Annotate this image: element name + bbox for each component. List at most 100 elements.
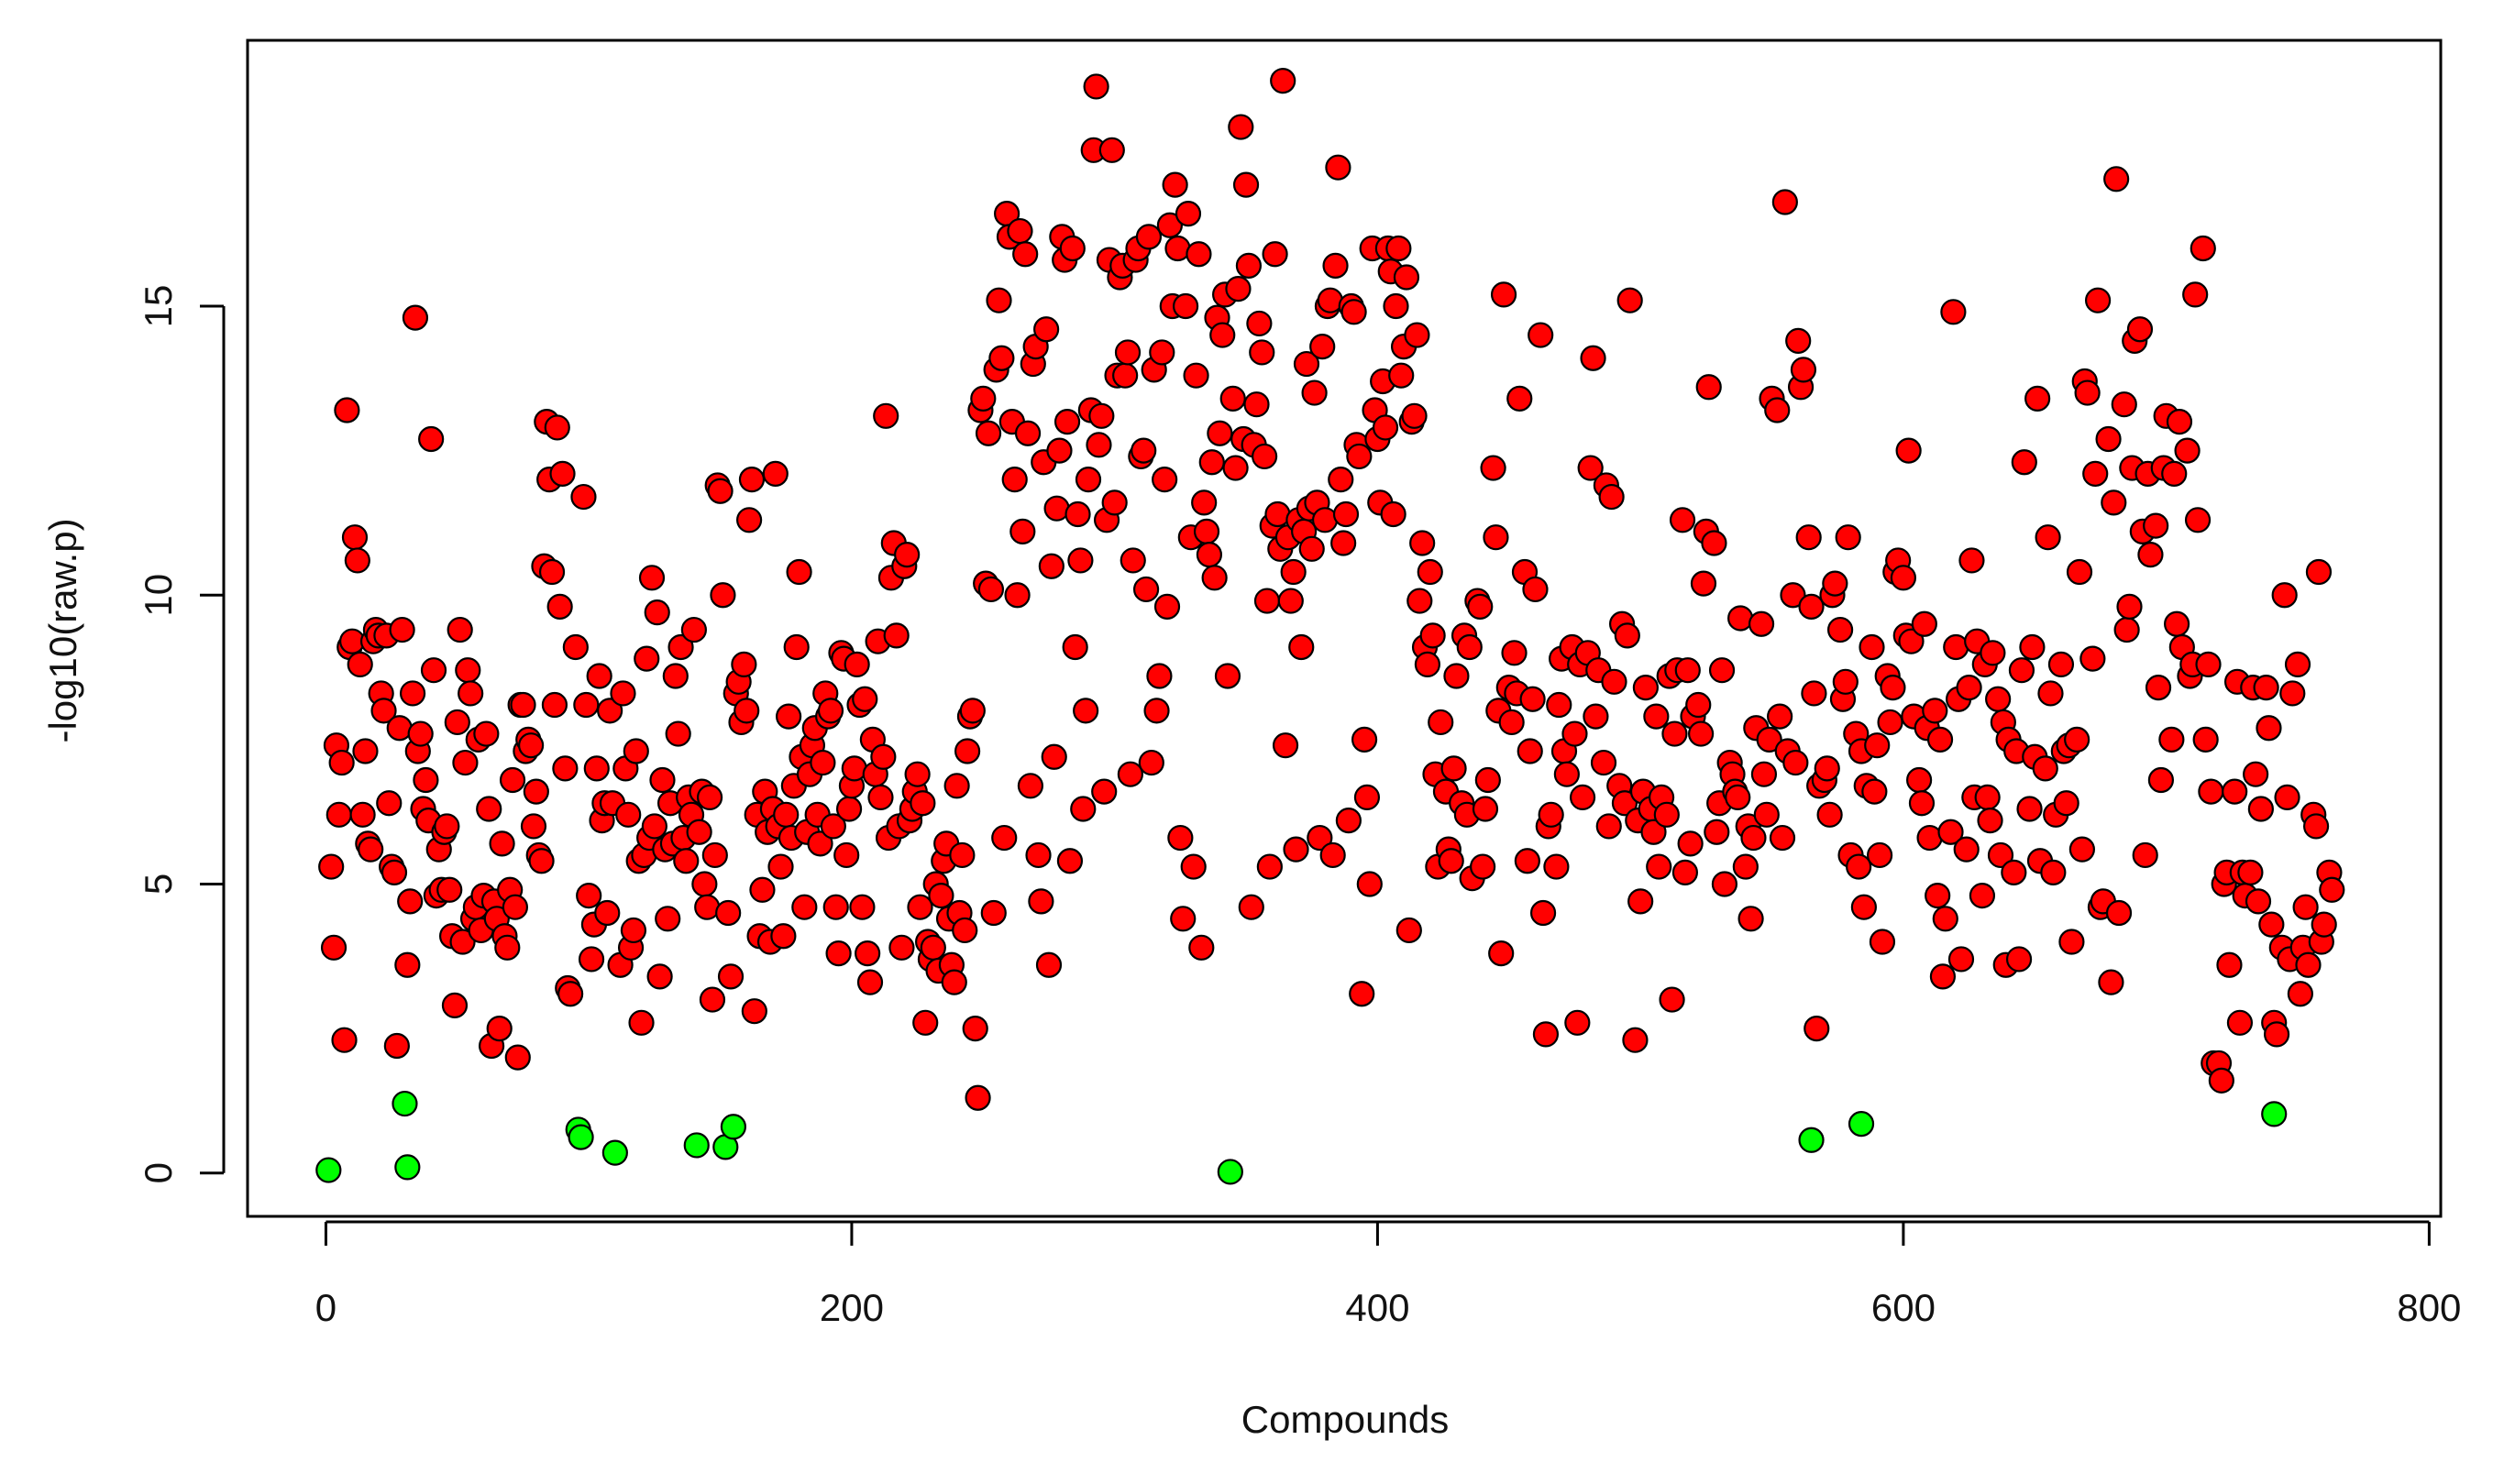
data-point bbox=[2035, 524, 2061, 551]
data-point bbox=[2084, 287, 2112, 313]
data-point bbox=[1028, 888, 1054, 915]
data-point bbox=[1472, 796, 1499, 822]
data-point bbox=[833, 841, 860, 869]
data-point bbox=[1790, 357, 1817, 383]
data-point bbox=[2101, 489, 2127, 516]
data-point bbox=[1814, 755, 1840, 782]
data-point bbox=[1798, 1127, 1825, 1153]
data-point bbox=[1627, 888, 1654, 915]
data-point bbox=[352, 738, 379, 764]
data-point bbox=[649, 766, 676, 794]
data-point bbox=[452, 749, 479, 776]
data-point bbox=[1198, 449, 1225, 476]
data-point bbox=[1143, 698, 1170, 724]
data-point bbox=[620, 917, 647, 944]
data-point bbox=[1846, 853, 1872, 880]
data-point bbox=[1598, 483, 1625, 511]
data-point bbox=[1406, 588, 1433, 614]
data-point bbox=[855, 940, 881, 967]
data-point bbox=[2001, 859, 2027, 885]
data-point bbox=[2174, 437, 2201, 464]
data-point bbox=[1953, 836, 1980, 863]
data-point bbox=[1669, 507, 1696, 533]
x-tick-label: 600 bbox=[1871, 1286, 1936, 1329]
data-point bbox=[1822, 570, 1848, 597]
data-point bbox=[1372, 414, 1399, 441]
data-point bbox=[1007, 217, 1033, 245]
data-point bbox=[458, 680, 484, 707]
data-point bbox=[1225, 276, 1252, 302]
data-point bbox=[1748, 610, 1775, 637]
data-point bbox=[1062, 633, 1088, 661]
data-point bbox=[786, 558, 812, 586]
data-point bbox=[1131, 437, 1157, 464]
data-point bbox=[856, 969, 884, 995]
data-point bbox=[444, 709, 470, 736]
data-point bbox=[1632, 675, 1659, 701]
data-point bbox=[376, 790, 403, 817]
data-point bbox=[1001, 467, 1028, 493]
data-point bbox=[731, 651, 757, 678]
data-point bbox=[413, 766, 439, 794]
data-point bbox=[912, 1009, 939, 1036]
data-point bbox=[2302, 813, 2330, 840]
data-point bbox=[1283, 836, 1309, 863]
data-point bbox=[1264, 500, 1291, 528]
data-point bbox=[894, 542, 921, 568]
data-point bbox=[601, 1139, 628, 1166]
data-point bbox=[315, 1157, 342, 1183]
data-point bbox=[1393, 264, 1420, 291]
data-point bbox=[1149, 339, 1175, 366]
data-point bbox=[1340, 299, 1367, 325]
data-point bbox=[2295, 951, 2322, 978]
data-point bbox=[528, 848, 555, 874]
data-point bbox=[1414, 651, 1440, 678]
data-point bbox=[1916, 824, 1943, 852]
data-point bbox=[392, 1090, 418, 1117]
data-point bbox=[736, 507, 763, 533]
data-point bbox=[447, 616, 473, 643]
data-point bbox=[328, 749, 355, 776]
data-point bbox=[949, 841, 976, 869]
data-point bbox=[2068, 836, 2095, 863]
data-point bbox=[370, 698, 397, 724]
data-point bbox=[1898, 628, 1925, 654]
data-point bbox=[434, 813, 460, 840]
data-point bbox=[1262, 241, 1288, 268]
data-point bbox=[1419, 622, 1446, 649]
data-point bbox=[397, 888, 424, 915]
data-point bbox=[2095, 425, 2122, 453]
data-point bbox=[1727, 605, 1754, 632]
data-point bbox=[1188, 934, 1215, 961]
data-point bbox=[394, 951, 421, 978]
data-point bbox=[2319, 876, 2345, 903]
data-point bbox=[1217, 1159, 1243, 1185]
data-point bbox=[2274, 784, 2300, 811]
data-point bbox=[2079, 645, 2106, 672]
data-point bbox=[1869, 929, 1896, 955]
data-point bbox=[2147, 766, 2175, 794]
data-point bbox=[1690, 570, 1717, 597]
data-point bbox=[1014, 420, 1042, 446]
data-point bbox=[749, 876, 776, 903]
data-point bbox=[1695, 374, 1722, 401]
data-point bbox=[1043, 495, 1070, 522]
data-point bbox=[2047, 651, 2075, 678]
data-point bbox=[1004, 582, 1031, 609]
data-point bbox=[576, 882, 602, 909]
data-point bbox=[2245, 888, 2272, 915]
data-point bbox=[2222, 778, 2248, 805]
data-point bbox=[518, 732, 545, 759]
data-point bbox=[975, 420, 1002, 446]
data-point bbox=[318, 853, 345, 880]
data-point bbox=[2166, 409, 2193, 435]
data-point bbox=[1701, 530, 1727, 556]
data-point bbox=[1911, 610, 1937, 637]
data-point bbox=[1035, 951, 1063, 978]
data-point bbox=[1346, 443, 1373, 470]
data-point bbox=[1325, 154, 1351, 181]
data-point bbox=[952, 917, 978, 944]
data-point bbox=[2226, 1009, 2254, 1036]
data-point bbox=[1456, 633, 1483, 661]
data-point bbox=[665, 720, 691, 747]
